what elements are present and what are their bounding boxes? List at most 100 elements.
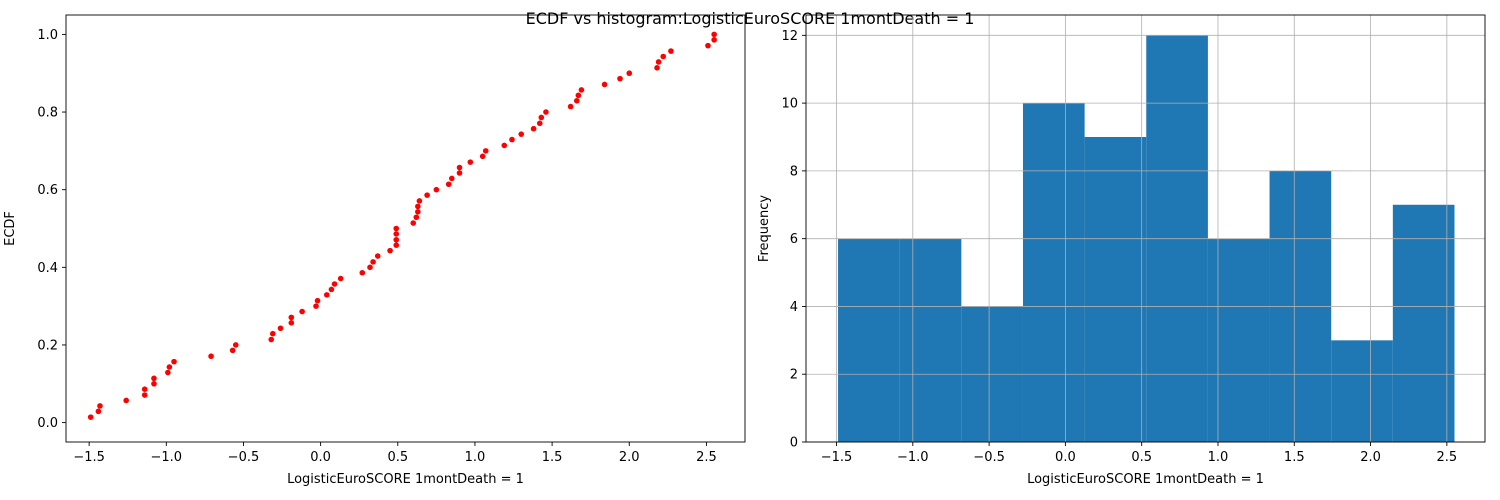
- ecdf-point: [331, 281, 338, 287]
- hist-ytick-label: 0: [790, 436, 798, 451]
- ecdf-point: [518, 131, 525, 137]
- ecdf-xtick-label: −0.5: [228, 450, 260, 465]
- ecdf-point: [95, 408, 102, 415]
- ecdf-ytick-label: 0.6: [37, 183, 58, 198]
- hist-ytick-label: 8: [790, 164, 798, 179]
- ecdf-point: [359, 269, 366, 276]
- hist-xtick-label: 2.0: [1360, 450, 1381, 465]
- hist-xtick-label: −1.0: [897, 450, 929, 465]
- hist-ytick-label: 12: [781, 29, 798, 44]
- ecdf-point: [151, 375, 157, 382]
- ecdf-point: [299, 308, 305, 315]
- hist-frame: [805, 14, 1486, 443]
- hist-x-axis-label: LogisticEuroSCORE 1montDeath = 1: [1027, 472, 1264, 487]
- ecdf-ytick-label: 0.4: [37, 261, 58, 276]
- ecdf-point: [433, 186, 440, 193]
- hist-xtick-label: −0.5: [973, 450, 1005, 465]
- ecdf-xtick-label: −1.5: [73, 450, 105, 465]
- hist-xtick-label: 2.5: [1437, 450, 1458, 465]
- ecdf-point: [141, 392, 148, 398]
- ecdf-point: [328, 286, 335, 293]
- ecdf-point: [123, 397, 129, 404]
- ecdf-point: [448, 175, 455, 182]
- ecdf-point: [367, 264, 373, 271]
- histogram-bar: [1022, 103, 1085, 442]
- histogram-bar: [1392, 204, 1455, 442]
- ecdf-point: [288, 314, 295, 321]
- ecdf-point: [538, 114, 545, 121]
- ecdf-point: [655, 59, 662, 65]
- ecdf-point: [445, 181, 452, 188]
- hist-ytick-label: 4: [790, 300, 798, 315]
- ecdf-point: [416, 198, 423, 204]
- hist-ytick-label: 10: [781, 97, 798, 112]
- ecdf-point: [705, 42, 711, 49]
- ecdf-point: [387, 247, 393, 254]
- ecdf-point: [711, 37, 717, 43]
- ecdf-point: [482, 148, 489, 154]
- ecdf-point: [410, 220, 417, 226]
- ecdf-point: [626, 70, 633, 77]
- ecdf-point: [229, 347, 236, 354]
- ecdf-point: [660, 53, 667, 60]
- ecdf-point: [393, 236, 400, 243]
- ecdf-point: [337, 275, 344, 282]
- ecdf-point: [575, 92, 582, 99]
- histogram-bar: [838, 238, 900, 442]
- ecdf-point: [269, 330, 276, 337]
- ecdf-xtick-label: 1.0: [465, 450, 486, 465]
- hist-ytick-label: 2: [790, 368, 798, 383]
- ecdf-point: [277, 325, 284, 332]
- ecdf-y-axis-label: ECDF: [3, 211, 18, 246]
- ecdf-point: [415, 203, 421, 210]
- ecdf-point: [141, 386, 148, 393]
- ecdf-point: [171, 358, 177, 365]
- ecdf-point: [314, 297, 321, 304]
- histogram-bar: [899, 238, 962, 442]
- ecdf-point: [208, 353, 214, 360]
- hist-xtick-label: 0.0: [1055, 450, 1076, 465]
- ecdf-point: [166, 364, 173, 370]
- ecdf-point: [151, 380, 157, 387]
- histogram-bar: [1207, 238, 1270, 442]
- ecdf-point: [654, 64, 660, 71]
- ecdf-point: [87, 414, 94, 420]
- ecdf-point: [509, 136, 515, 143]
- ecdf-point: [97, 403, 103, 409]
- ecdf-ytick-label: 0.0: [37, 416, 58, 431]
- ecdf-point: [393, 242, 400, 248]
- ecdf-point: [370, 259, 376, 265]
- ecdf-point: [668, 48, 674, 54]
- ecdf-point: [232, 342, 239, 348]
- ecdf-point: [567, 103, 574, 110]
- ecdf-point: [165, 369, 171, 376]
- ecdf-point: [393, 225, 400, 232]
- hist-y-axis-label: Frequency: [757, 195, 772, 262]
- hist-xtick-label: −1.5: [821, 450, 853, 465]
- ecdf-axes: −1.5 −1.0 −0.5 0.0 0.5 1.0 1.5 2.0 2.5 0.0 0.2 0.4 0…: [3, 14, 746, 487]
- ecdf-point: [536, 120, 543, 127]
- ecdf-xtick-label: 2.0: [619, 450, 640, 465]
- hist-ytick-label: 6: [790, 232, 798, 247]
- histogram-bar: [1084, 137, 1147, 442]
- ecdf-ytick-label: 1.0: [37, 28, 58, 43]
- ecdf-point: [268, 336, 275, 343]
- ecdf-ytick-label: 0.2: [37, 338, 58, 353]
- ecdf-point: [424, 192, 430, 198]
- ecdf-xtick-label: 0.0: [310, 450, 331, 465]
- ecdf-point: [413, 214, 420, 221]
- histogram-bar: [1331, 340, 1393, 442]
- ecdf-point: [578, 87, 585, 93]
- histogram-axes: −1.5 −1.0 −0.5 0.0 0.5 1.0 1.5 2.0 2.5 0 2 4 6 8 10 12 L…: [757, 14, 1486, 487]
- ecdf-point: [601, 81, 608, 88]
- ecdf-xtick-label: −1.0: [151, 450, 183, 465]
- ecdf-point: [313, 303, 319, 309]
- ecdf-ytick-label: 0.8: [37, 106, 58, 121]
- hist-xtick-label: 1.5: [1284, 450, 1305, 465]
- ecdf-point: [573, 97, 580, 104]
- hist-xtick-label: 0.5: [1131, 450, 1152, 465]
- hist-xtick-label: 1.0: [1208, 450, 1229, 465]
- ecdf-point: [456, 164, 463, 171]
- ecdf-point: [467, 159, 474, 165]
